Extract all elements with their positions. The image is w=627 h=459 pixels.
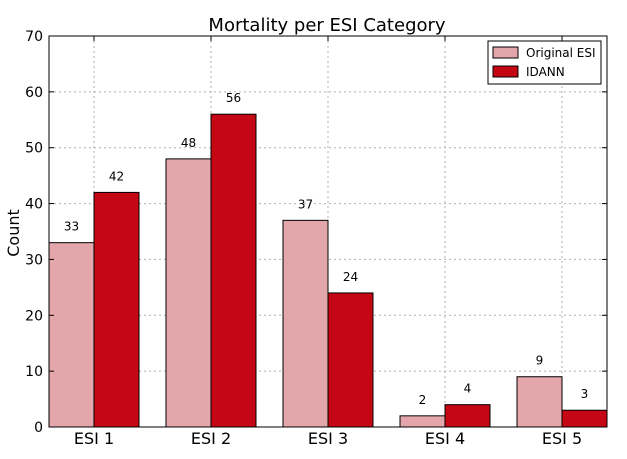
legend-swatch xyxy=(492,65,519,78)
data-label: 33 xyxy=(64,220,79,234)
x-tick-label: ESI 4 xyxy=(425,429,465,448)
bar-original-esi xyxy=(399,415,446,428)
bar-idann xyxy=(561,409,608,428)
y-tick-label: 30 xyxy=(25,252,43,268)
data-label: 2 xyxy=(419,393,427,407)
bars xyxy=(48,113,608,428)
y-tick-label: 20 xyxy=(25,308,43,324)
bar-original-esi xyxy=(516,376,563,428)
data-label: 4 xyxy=(464,382,472,396)
y-axis: 0 10 20 30 40 50 60 70 xyxy=(25,29,607,436)
data-label: 3 xyxy=(581,387,589,401)
legend: Original ESI IDANN xyxy=(487,40,602,85)
bar-idann xyxy=(210,113,257,428)
x-tick-label: ESI 2 xyxy=(191,429,231,448)
x-tick-label: ESI 1 xyxy=(74,429,114,448)
y-tick-label: 50 xyxy=(25,141,43,157)
bar-idann xyxy=(327,292,374,428)
chart-title: Mortality per ESI Category xyxy=(208,15,445,36)
data-label: 37 xyxy=(298,197,313,211)
bar-idann xyxy=(444,404,491,428)
y-tick-label: 70 xyxy=(25,29,43,45)
data-label: 56 xyxy=(226,91,241,105)
x-tick-label: ESI 3 xyxy=(308,429,348,448)
bar-original-esi xyxy=(282,219,329,428)
y-axis-label: Count xyxy=(4,209,23,257)
data-labels: 33 48 37 2 9 42 56 24 4 3 xyxy=(64,91,588,407)
data-label: 9 xyxy=(536,354,544,368)
x-axis: ESI 1 ESI 2 ESI 3 ESI 4 ESI 5 xyxy=(74,36,582,448)
y-tick-label: 40 xyxy=(25,197,43,213)
bar-idann xyxy=(93,191,140,428)
data-label: 42 xyxy=(109,169,124,183)
legend-label: Original ESI xyxy=(526,46,596,60)
data-label: 48 xyxy=(181,136,196,150)
data-label: 24 xyxy=(343,270,358,284)
bar-original-esi xyxy=(165,158,212,428)
y-tick-label: 60 xyxy=(25,85,43,101)
y-tick-label: 10 xyxy=(25,364,43,380)
x-tick-label: ESI 5 xyxy=(542,429,582,448)
legend-label: IDANN xyxy=(526,65,565,79)
bar-original-esi xyxy=(48,242,95,428)
legend-swatch xyxy=(492,46,519,59)
y-tick-label: 0 xyxy=(34,420,43,436)
